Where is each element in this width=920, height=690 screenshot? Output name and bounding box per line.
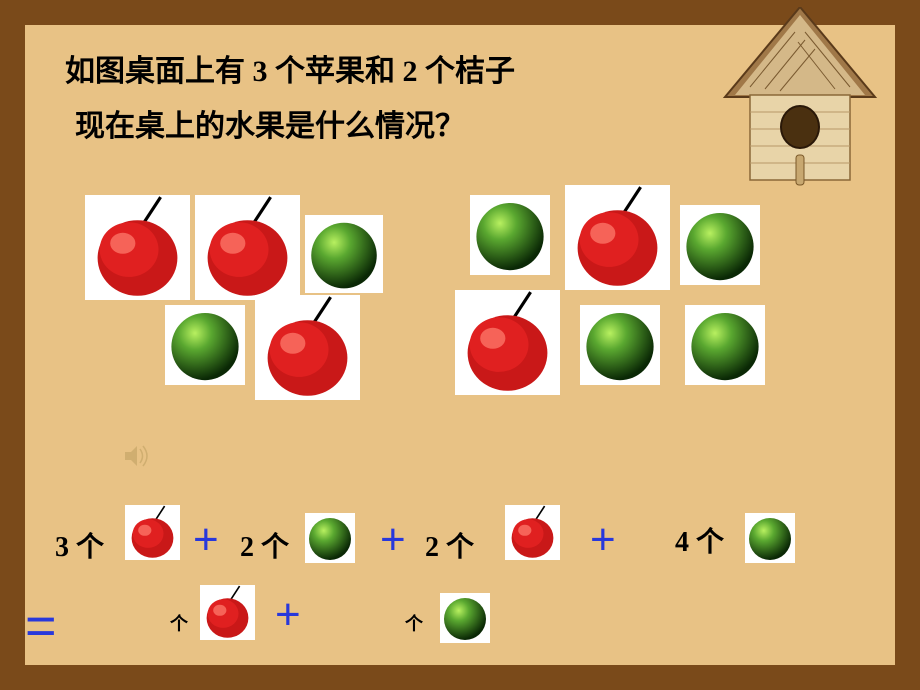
result1-fruit-apple (200, 585, 255, 640)
birdhouse-decoration (720, 7, 880, 207)
plus-3: + (590, 515, 616, 565)
apple-fruit (455, 290, 560, 395)
term2-count: 2 个 (240, 525, 289, 565)
term1-count: 3 个 (55, 525, 104, 565)
speaker-icon (125, 445, 151, 473)
question-line-2: 现在桌上的水果是什么情况？ (75, 100, 465, 154)
orange-fruit (165, 305, 245, 385)
term4-count: 4 个 (675, 520, 724, 560)
result1-count: 个 (170, 610, 188, 636)
apple-fruit (255, 295, 360, 400)
term1-fruit-apple (125, 505, 180, 560)
question-line-1: 如图桌面上有 3 个苹果和 2 个桔子 (65, 45, 515, 99)
plus-4: + (275, 590, 301, 640)
plus-2: + (380, 515, 406, 565)
orange-fruit (470, 195, 550, 275)
equals-sign: = (25, 595, 57, 657)
orange-fruit (580, 305, 660, 385)
apple-fruit (195, 195, 300, 300)
term3-fruit-apple (505, 505, 560, 560)
apple-fruit (565, 185, 670, 290)
slide-outer-frame: 如图桌面上有 3 个苹果和 2 个桔子 现在桌上的水果是什么情况？ (0, 0, 920, 690)
orange-fruit (305, 215, 383, 293)
apple-fruit (85, 195, 190, 300)
equation-area: 3 个 + 2 个 (25, 515, 895, 665)
fruit-illustration-area (25, 195, 895, 495)
term3-count: 2 个 (425, 525, 474, 565)
orange-fruit (685, 305, 765, 385)
result2-count: 个 (405, 610, 423, 636)
term4-fruit-orange (745, 513, 795, 563)
slide-content-area: 如图桌面上有 3 个苹果和 2 个桔子 现在桌上的水果是什么情况？ (25, 25, 895, 665)
term2-fruit-orange (305, 513, 355, 563)
orange-fruit (680, 205, 760, 285)
plus-1: + (193, 515, 219, 565)
result2-fruit-orange (440, 593, 490, 643)
